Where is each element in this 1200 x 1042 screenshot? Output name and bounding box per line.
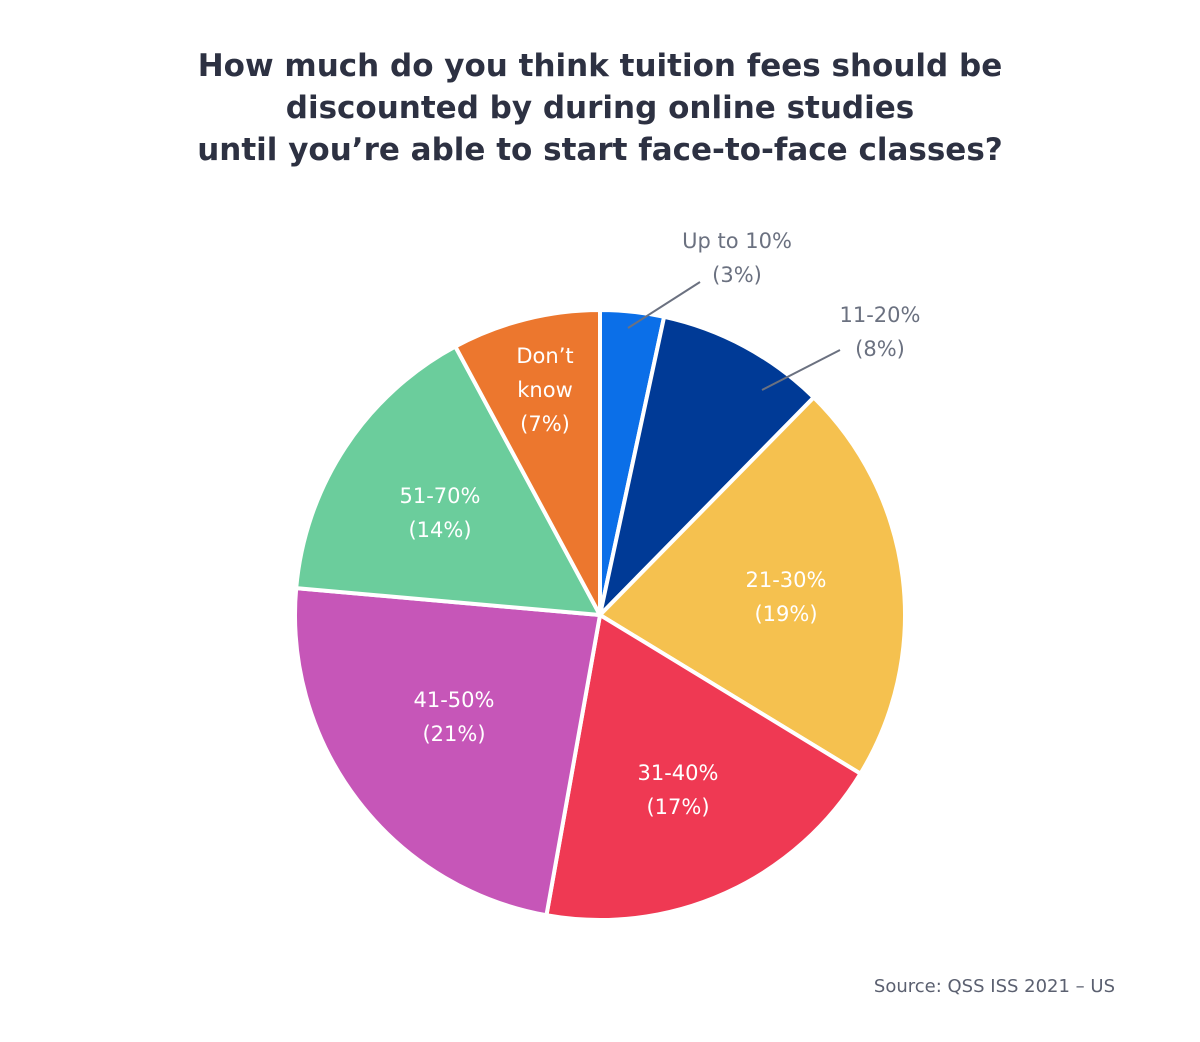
- value-label: (17%): [646, 795, 710, 819]
- category-label: 41-50%: [413, 688, 495, 712]
- value-label: (7%): [520, 412, 570, 436]
- pie-slice: [544, 613, 863, 922]
- slice-label: 31-40% (17%): [638, 756, 719, 824]
- source-note: Source: QSS ISS 2021 – US: [873, 976, 1115, 997]
- slice-label: 41-50% (21%): [414, 683, 495, 751]
- slice-label: Don’t know (7%): [500, 339, 590, 441]
- value-label: (21%): [422, 722, 486, 746]
- pie-slice: [293, 586, 602, 918]
- category-label: 11-20%: [839, 303, 921, 327]
- leader-line: [761, 349, 841, 391]
- pie-slice: [598, 314, 816, 617]
- chart-title: How much do you think tuition fees shoul…: [197, 48, 1003, 84]
- slice-label: 11-20% (8%): [840, 298, 921, 366]
- leader-line: [627, 281, 701, 329]
- category-label: Don’t know: [516, 344, 574, 402]
- category-label: 31-40%: [637, 761, 719, 785]
- slice-label: Up to 10% (3%): [682, 224, 792, 292]
- value-label: (14%): [408, 518, 472, 542]
- value-label: (8%): [855, 337, 905, 361]
- pie-slice: [598, 395, 907, 776]
- chart-title: discounted by during online studies: [285, 90, 915, 126]
- value-label: (19%): [754, 602, 818, 626]
- pie-slice: [294, 344, 602, 617]
- category-label: Up to 10%: [682, 229, 792, 253]
- category-label: 51-70%: [399, 484, 481, 508]
- pie-slice: [453, 308, 602, 617]
- chart-title: until you’re able to start face-to-face …: [197, 132, 1003, 168]
- slice-label: 51-70% (14%): [400, 479, 481, 547]
- slice-label: 21-30% (19%): [746, 563, 827, 631]
- value-label: (3%): [712, 263, 762, 287]
- category-label: 21-30%: [745, 568, 827, 592]
